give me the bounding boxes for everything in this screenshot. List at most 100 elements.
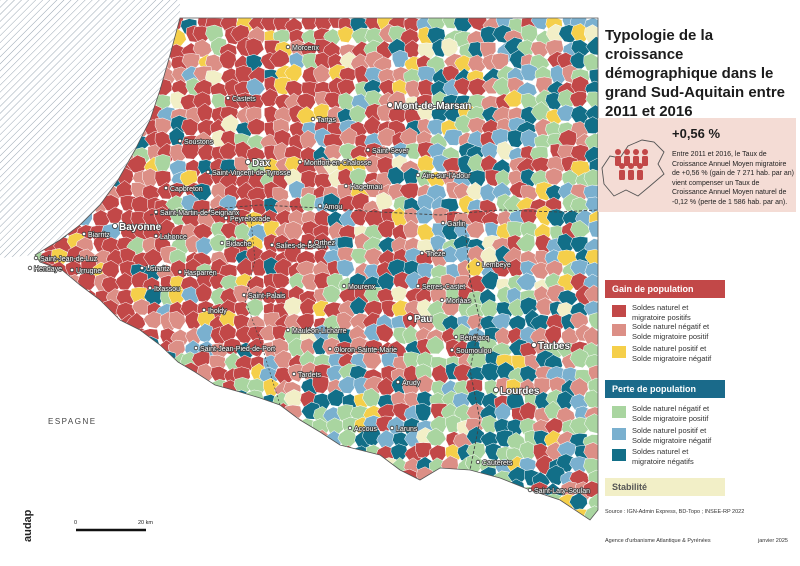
city-marker: Saint-Martin-de-Seignanx: [153, 209, 241, 218]
department-border: [149, 204, 599, 216]
city-marker: Iholdy: [201, 307, 228, 316]
city-label: Orthez: [314, 240, 336, 247]
city-label: Montfort-en-Chalosse: [304, 160, 371, 167]
city-marker: Saint-Vincent-de-Tyrosse: [205, 169, 291, 178]
city-marker: Soustons: [177, 138, 214, 147]
city-label: Tartas: [317, 117, 337, 124]
city-label: Saint-Jean-de-Luz: [40, 256, 98, 263]
city-label: Hagetmau: [350, 184, 382, 191]
city-label: Saint-Sever: [372, 148, 409, 155]
city-marker: Lourdes: [492, 385, 541, 398]
city-labels: Morcenx Castets Tartas Mont-de-Marsan Sousto…: [27, 44, 591, 496]
publication-date: janvier 2025: [758, 538, 788, 544]
city-marker: Arudy: [395, 379, 422, 388]
city-label: Accous: [354, 426, 377, 433]
city-marker: Saint-Lary-Soulan: [527, 487, 591, 496]
city-label: Mauléon-Licharre: [292, 328, 347, 335]
territory-outline: [34, 17, 599, 521]
city-marker: Ustaritz: [139, 265, 171, 274]
city-label: Peyrehorade: [230, 216, 270, 223]
city-label: Laruns: [396, 426, 418, 433]
growth-rate-description: Entre 2011 et 2016, le Taux de Croissanc…: [672, 151, 795, 206]
legend-gain-header: Gain de population: [605, 280, 725, 298]
scale-bar: 0 20 km: [74, 520, 153, 532]
city-marker: Capbreton: [163, 185, 204, 194]
city-marker: Serres-Castet: [415, 283, 466, 292]
city-marker: Itxassou: [147, 285, 181, 294]
city-label: Lembeye: [482, 262, 511, 269]
city-label: Oloron-Sainte-Marie: [334, 347, 397, 354]
city-marker: Castets: [225, 95, 257, 104]
legend-stability: Stabilité: [605, 478, 725, 496]
city-marker: Cauterets: [475, 459, 514, 468]
city-label: Pau: [414, 314, 432, 325]
city-marker: Lahonce: [153, 233, 188, 242]
city-label: Saint-Palais: [248, 293, 286, 300]
city-marker: Tardets: [291, 371, 322, 380]
city-marker: Saint-Jean-de-Luz: [33, 255, 98, 264]
city-label: Iholdy: [208, 308, 227, 315]
legend-label: Solde naturel positif et Solde migratoir…: [632, 426, 712, 445]
city-marker: Biarritz: [81, 231, 111, 240]
city-label: Saint-Lary-Soulan: [534, 488, 590, 495]
city-marker: Mourenx: [341, 283, 377, 292]
legend-swatch: [612, 428, 626, 440]
city-marker: Accous: [347, 425, 378, 434]
population-icon: [601, 139, 665, 197]
city-marker: Saint-Jean-Pied-de-Port: [193, 345, 276, 354]
city-label: Tarbes: [538, 341, 570, 352]
city-label: Morcenx: [292, 45, 319, 52]
audap-logo: audap: [22, 509, 34, 542]
legend-swatch: [612, 449, 626, 461]
city-marker: Hagetmau: [343, 183, 383, 192]
city-marker: Oloron-Sainte-Marie: [327, 346, 398, 355]
city-label: Soumoulou: [456, 348, 492, 355]
legend-label: Solde naturel positif et Solde migratoir…: [632, 344, 712, 363]
legend-swatch: [612, 324, 626, 336]
city-label: Ustaritz: [146, 266, 170, 273]
city-label: Urrugne: [76, 268, 101, 275]
city-marker: Mont-de-Marsan: [386, 100, 472, 113]
department-border: [464, 224, 481, 471]
city-marker: Saint-Sever: [365, 147, 410, 156]
city-label: Lahonce: [160, 234, 187, 241]
legend-label: Solde naturel négatif et Solde migratoir…: [632, 322, 710, 341]
growth-rate-value: +0,56 %: [672, 126, 721, 141]
city-marker: Mauléon-Licharre: [285, 327, 347, 336]
legend-loss-header: Perte de population: [605, 380, 725, 398]
city-label: Bénéjacq: [460, 335, 489, 342]
city-label: Arudy: [402, 380, 421, 387]
city-label: Amou: [324, 204, 342, 211]
city-label: Bayonne: [119, 222, 162, 233]
city-label: Hasparren: [184, 270, 217, 277]
city-label: Saint-Jean-Pied-de-Port: [200, 346, 275, 353]
svg-text:audap: audap: [22, 509, 34, 542]
city-marker: Lembeye: [475, 261, 512, 270]
map-title: Typologie de la croissance démographique…: [605, 27, 785, 120]
scale-start: 0: [74, 520, 77, 526]
city-marker: Salies-de-Béarn: [269, 242, 327, 251]
city-label: Mont-de-Marsan: [394, 101, 471, 112]
city-label: Dax: [252, 158, 271, 169]
city-label: Garlin: [447, 221, 466, 228]
city-marker: Hasparren: [177, 269, 218, 278]
city-marker: Laruns: [389, 425, 419, 434]
city-marker: Peyrehorade: [223, 215, 271, 224]
city-marker: Tartas: [310, 116, 337, 125]
city-marker: Morcenx: [285, 44, 320, 53]
city-label: Thèze: [426, 251, 446, 258]
info-box: +0,56 % Entre 2011 et 2016, le Taux de C…: [598, 118, 796, 212]
city-marker: Urrugne: [69, 267, 102, 276]
legend-label: Solde naturel négatif et Solde migratoir…: [632, 404, 710, 423]
legend-swatch: [612, 346, 626, 358]
city-marker: Bayonne: [112, 221, 162, 234]
city-marker: Hendaye: [27, 265, 63, 274]
city-marker: Orthez: [307, 239, 336, 248]
city-marker: Amou: [317, 203, 343, 212]
city-marker: Tarbes: [531, 340, 571, 353]
source-note: Source : IGN-Admin Express, BD-Topo ; IN…: [605, 509, 745, 515]
city-label: Soustons: [184, 139, 214, 146]
city-marker: Soumoulou: [449, 347, 492, 356]
country-label: ESPAGNE: [48, 417, 97, 426]
